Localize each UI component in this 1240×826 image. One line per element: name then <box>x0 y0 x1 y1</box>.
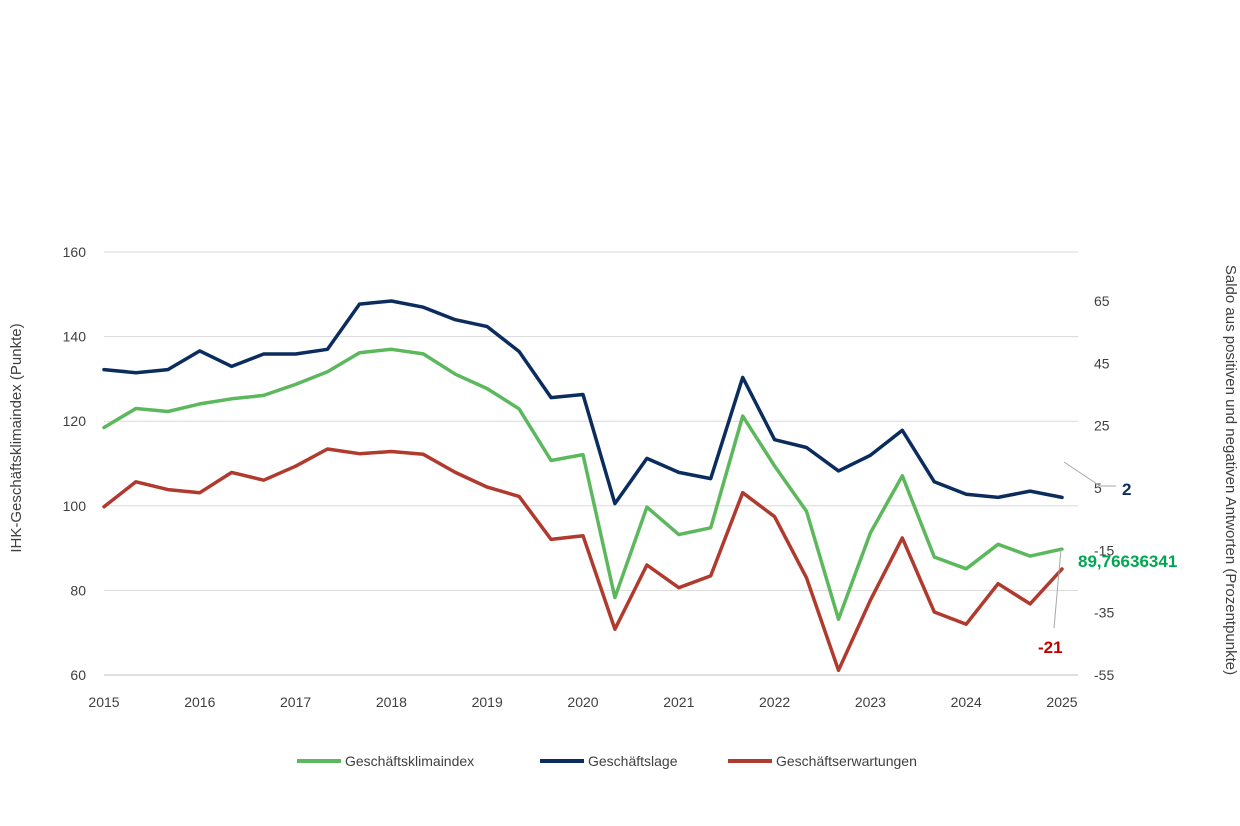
series-line-geschäftslage <box>102 299 1064 506</box>
series-line-geschäftserwartungen <box>102 447 1064 673</box>
annotation-leader <box>1063 461 1116 487</box>
left-tick-label: 60 <box>70 667 86 683</box>
left-axis-title: IHK-Geschäftsklimaindex (Punkte) <box>8 323 25 552</box>
x-tick-label: 2017 <box>280 694 311 710</box>
right-axis-ticks: -55 -35 -15 5 25 45 65 <box>1094 293 1114 683</box>
legend-label: Geschäftserwartungen <box>776 753 917 769</box>
x-tick-label: 2023 <box>855 694 886 710</box>
right-axis-title: Saldo aus positiven und negativen Antwor… <box>1222 265 1239 675</box>
left-tick-label: 140 <box>63 329 87 345</box>
right-tick-label: 65 <box>1094 293 1110 309</box>
legend: Geschäftsklimaindex Geschäftslage Geschäft… <box>297 753 917 769</box>
end-annotations: 2 89,76636341 -21 <box>1038 461 1177 657</box>
right-tick-label: -15 <box>1094 542 1114 558</box>
left-tick-label: 80 <box>70 582 86 598</box>
x-tick-label: 2019 <box>472 694 503 710</box>
left-tick-label: 120 <box>63 413 87 429</box>
left-axis-ticks: 60 80 100 120 140 160 <box>63 244 87 683</box>
right-tick-label: -35 <box>1094 605 1114 621</box>
series-line-geschäftsklimaindex <box>102 347 1064 621</box>
right-tick-label: 45 <box>1094 355 1110 371</box>
x-tick-label: 2021 <box>663 694 694 710</box>
x-tick-label: 2016 <box>184 694 215 710</box>
x-tick-label: 2015 <box>88 694 119 710</box>
legend-label: Geschäftslage <box>588 753 678 769</box>
legend-label: Geschäftsklimaindex <box>345 753 474 769</box>
x-tick-label: 2018 <box>376 694 407 710</box>
x-tick-label: 2022 <box>759 694 790 710</box>
x-axis-ticks: 2015 2016 2017 2018 2019 2020 2021 2022 2023 2024… <box>88 694 1077 710</box>
left-tick-label: 100 <box>63 498 87 514</box>
right-tick-label: 5 <box>1094 480 1102 496</box>
left-tick-label: 160 <box>63 244 87 260</box>
right-tick-label: 25 <box>1094 418 1110 434</box>
end-label: 2 <box>1122 480 1131 499</box>
x-tick-label: 2024 <box>951 694 982 710</box>
annotation-leader <box>1053 548 1062 629</box>
right-tick-label: -55 <box>1094 667 1114 683</box>
end-label: -21 <box>1038 638 1063 657</box>
x-tick-label: 2020 <box>567 694 598 710</box>
end-label: 89,76636341 <box>1078 552 1177 571</box>
x-tick-label: 2025 <box>1046 694 1077 710</box>
series-lines <box>102 299 1064 673</box>
